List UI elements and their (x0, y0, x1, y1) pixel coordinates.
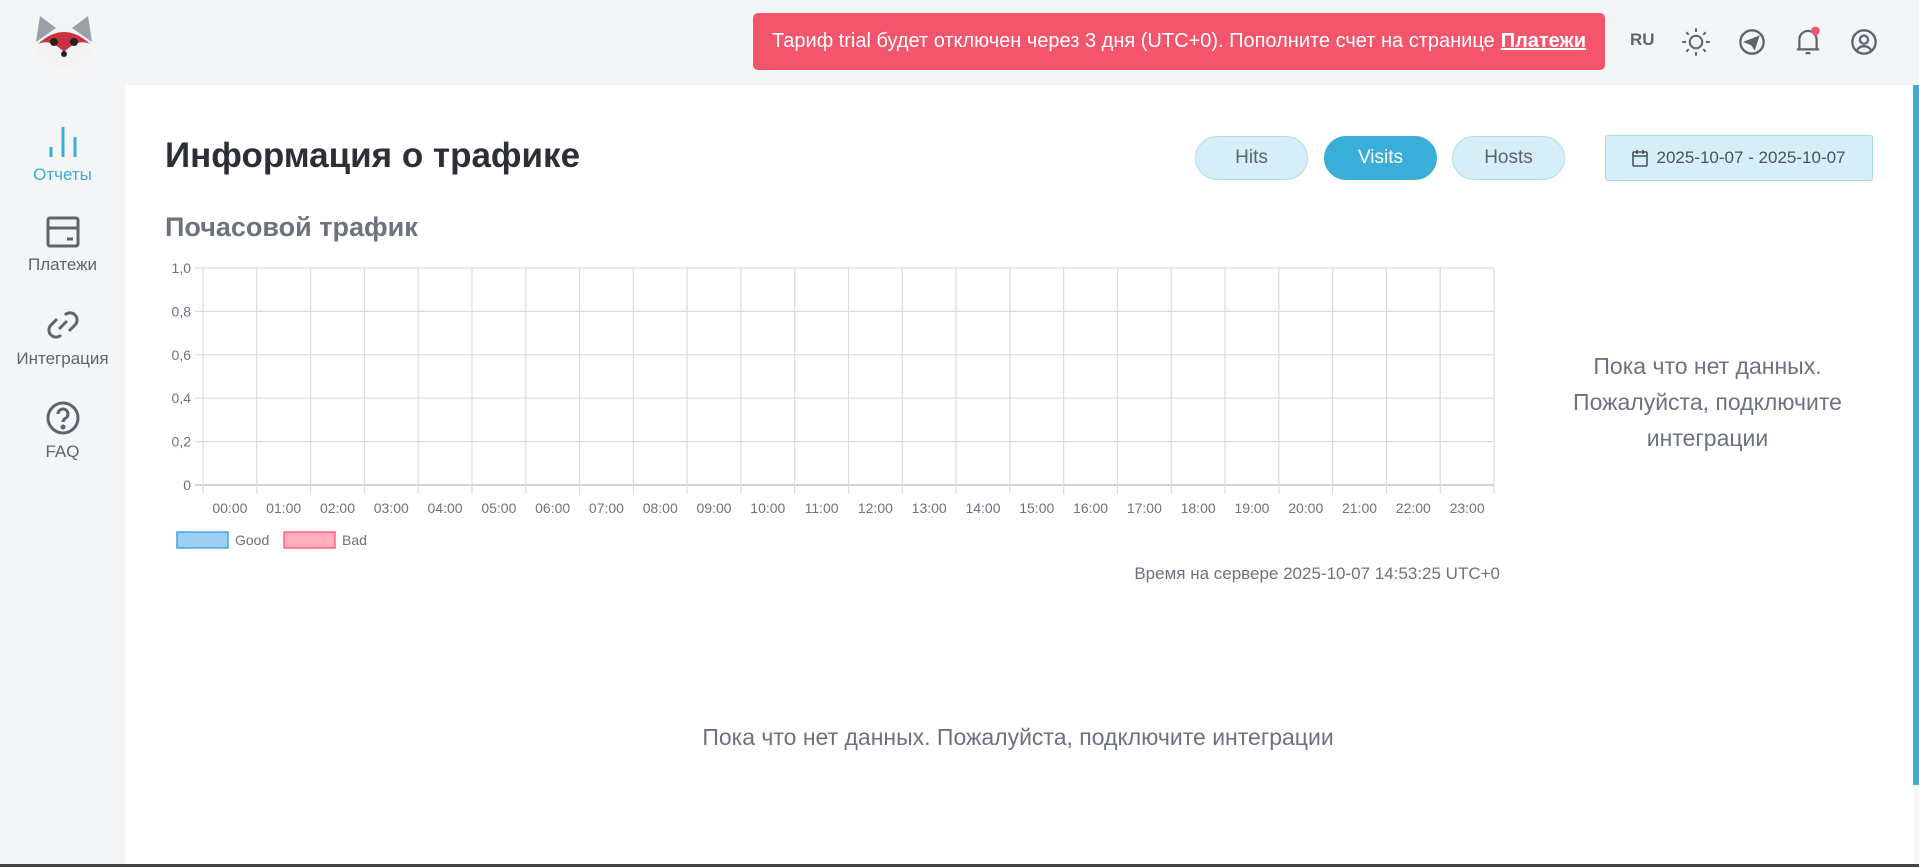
legend-swatch (176, 531, 229, 549)
sidebar-item-label: Интеграция (16, 349, 109, 368)
user-icon[interactable] (1848, 26, 1880, 58)
chart-title: Почасовой трафик (165, 212, 418, 242)
bar-chart-icon (49, 127, 76, 157)
x-tick-label: 07:00 (589, 500, 624, 516)
sidebar-item-faq[interactable]: FAQ (0, 400, 125, 462)
telegram-icon[interactable] (1736, 26, 1768, 58)
x-tick-label: 23:00 (1450, 500, 1485, 516)
x-tick-label: 02:00 (320, 500, 355, 516)
x-tick-label: 00:00 (212, 500, 247, 516)
x-tick-label: 09:00 (696, 500, 731, 516)
x-tick-label: 19:00 (1234, 500, 1269, 516)
link-icon (46, 311, 79, 339)
calendar-icon (1632, 150, 1649, 167)
x-tick-label: 10:00 (750, 500, 785, 516)
x-tick-label: 01:00 (266, 500, 301, 516)
top-bar: Тариф trial будет отключен через 3 дня (… (0, 0, 1919, 85)
legend-label: Good (235, 532, 269, 548)
page-title: Информация о трафике (165, 136, 581, 175)
x-tick-label: 13:00 (912, 500, 947, 516)
x-tick-label: 11:00 (805, 500, 839, 516)
x-tick-label: 14:00 (965, 500, 1000, 516)
legend-label: Bad (342, 532, 367, 548)
tab-hits[interactable]: Hits (1195, 136, 1308, 180)
banner-text: Тариф trial будет отключен через 3 дня (… (771, 30, 1495, 52)
x-tick-label: 21:00 (1342, 500, 1377, 516)
sidebar-item-integration[interactable]: Интеграция (0, 307, 125, 369)
x-tick-label: 04:00 (428, 500, 463, 516)
wallet-icon (46, 216, 79, 248)
y-tick-label: 0,4 (172, 390, 192, 406)
x-tick-label: 06:00 (535, 500, 570, 516)
x-tick-label: 18:00 (1181, 500, 1216, 516)
sun-icon[interactable] (1680, 26, 1712, 58)
payments-link[interactable]: Платежи (1500, 30, 1587, 52)
y-tick-label: 0,6 (172, 347, 192, 363)
scrollbar[interactable] (1913, 85, 1919, 785)
x-tick-label: 20:00 (1288, 500, 1323, 516)
x-tick-label: 12:00 (858, 500, 893, 516)
date-range-value: 2025-10-07 - 2025-10-07 (1656, 148, 1846, 167)
x-tick-label: 08:00 (643, 500, 678, 516)
no-data-message: Пока что нет данных. Пожалуйста, подключ… (1573, 353, 1842, 451)
y-tick-label: 0 (183, 477, 191, 493)
sidebar-item-label: Отчеты (33, 165, 92, 184)
sidebar-item-label: Платежи (28, 255, 97, 274)
help-circle-icon (46, 401, 79, 435)
server-time: Время на сервере 2025-10-07 14:53:25 UTC… (1134, 564, 1500, 583)
main-content (125, 85, 1914, 865)
trial-banner: Тариф trial будет отключен через 3 дня (… (753, 13, 1605, 70)
x-tick-label: 16:00 (1073, 500, 1108, 516)
x-tick-label: 03:00 (374, 500, 409, 516)
hourly-traffic-chart: 0 0,2 0,4 0,6 0,8 1,0 00:00 01:00 02:00 03:00 04:0… (172, 260, 1495, 549)
y-tick-label: 1,0 (172, 260, 192, 276)
sidebar: Отчеты Платежи Интеграция FAQ (0, 85, 125, 867)
y-tick-label: 0,2 (172, 434, 192, 450)
x-tick-label: 05:00 (481, 500, 516, 516)
x-tick-label: 15:00 (1019, 500, 1054, 516)
x-tick-label: 17:00 (1127, 500, 1162, 516)
date-range-picker[interactable]: 2025-10-07 - 2025-10-07 (1605, 135, 1873, 181)
y-tick-label: 0,8 (172, 303, 192, 319)
no-data-message-bottom: Пока что нет данных. Пожалуйста, подключ… (702, 724, 1334, 750)
language-switch[interactable]: RU (1630, 30, 1655, 49)
sidebar-item-label: FAQ (45, 442, 80, 461)
divider (0, 864, 1919, 867)
tab-hosts[interactable]: Hosts (1452, 136, 1565, 180)
bell-icon[interactable] (1792, 26, 1824, 58)
x-tick-label: 22:00 (1396, 500, 1431, 516)
tab-visits[interactable]: Visits (1324, 136, 1437, 180)
sidebar-item-reports[interactable]: Отчеты (0, 123, 125, 185)
raccoon-logo[interactable] (28, 12, 100, 72)
legend-swatch (283, 531, 336, 549)
sidebar-item-payments[interactable]: Платежи (0, 215, 125, 275)
